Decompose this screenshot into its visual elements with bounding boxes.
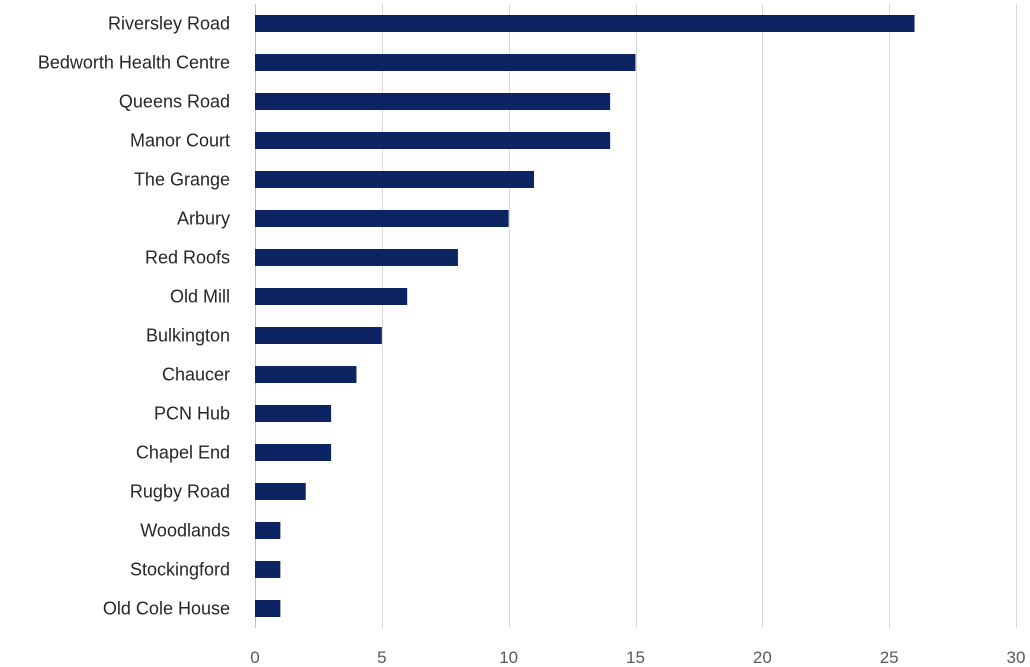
x-tick-label: 25 [880,648,899,667]
bar-chapel-end [255,444,332,461]
category-label: Woodlands [140,521,230,541]
x-tick-label: 10 [499,648,518,667]
x-tick-label: 0 [250,648,259,667]
bar-stockingford [255,561,281,578]
x-tick-label: 20 [753,648,772,667]
category-label: The Grange [134,170,230,190]
bar-queens-road [255,93,611,110]
category-label: Arbury [177,209,230,229]
category-label: Red Roofs [145,248,230,268]
category-labels: Riversley Road Bedworth Health Centre Quee… [38,14,230,619]
category-label: Bulkington [146,326,230,346]
bar-manor-court [255,132,611,149]
category-label: Old Mill [170,287,230,307]
bar-the-grange [255,171,535,188]
x-tick-label: 5 [377,648,386,667]
value-tick-labels: 0 5 10 15 20 25 30 [250,648,1025,667]
category-label: Chapel End [136,443,230,463]
bar-arbury [255,210,509,227]
bar-pcn-hub [255,405,332,422]
x-tick-label: 30 [1007,648,1026,667]
category-label: Stockingford [130,560,230,580]
category-label: PCN Hub [154,404,230,424]
bar-red-roofs [255,249,458,266]
category-label: Manor Court [130,131,230,151]
bar-bulkington [255,327,382,344]
bar-bedworth-health-centre [255,54,636,71]
bar-chaucer [255,366,357,383]
category-label: Chaucer [162,365,230,385]
category-label: Queens Road [119,92,230,112]
bar-rugby-road [255,483,306,500]
bar-riversley-road [255,15,915,32]
category-label: Riversley Road [108,14,230,34]
bar-woodlands [255,522,281,539]
bars [255,15,915,617]
category-label: Rugby Road [130,482,230,502]
category-label: Old Cole House [103,599,230,619]
bar-old-cole-house [255,600,281,617]
bar-old-mill [255,288,408,305]
x-tick-label: 15 [626,648,645,667]
category-label: Bedworth Health Centre [38,53,230,73]
